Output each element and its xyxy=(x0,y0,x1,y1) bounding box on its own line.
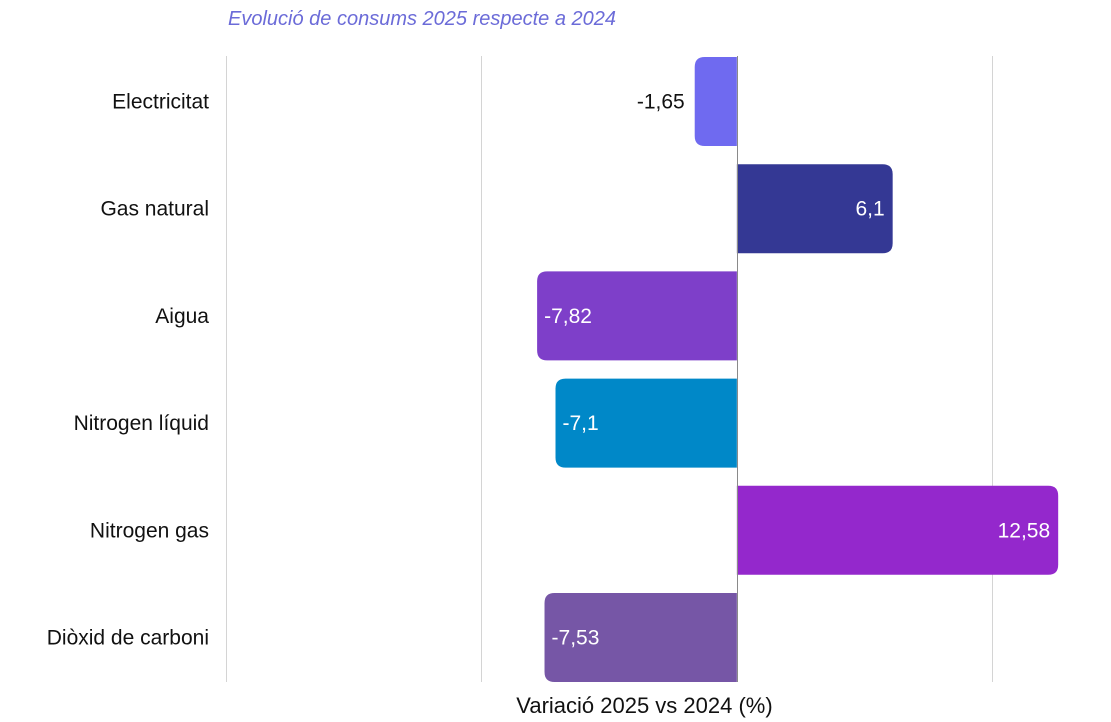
bar xyxy=(694,57,737,146)
bar xyxy=(736,485,1059,575)
bar xyxy=(544,593,737,682)
category-label: Gas natural xyxy=(100,198,209,221)
bar xyxy=(555,378,737,468)
data-label: -1,65 xyxy=(637,91,685,114)
data-label: -7,1 xyxy=(563,412,599,435)
bars xyxy=(537,57,1059,682)
data-label: 12,58 xyxy=(998,519,1051,542)
category-label: Diòxid de carboni xyxy=(47,627,209,650)
gridlines xyxy=(226,56,993,682)
labels: Electricitat -1,65 Gas natural 6,1 Aigua -7,8… xyxy=(47,91,1050,650)
data-label: 6,1 xyxy=(855,198,884,221)
data-label: -7,82 xyxy=(544,305,592,328)
x-axis-label: Variació 2025 vs 2024 (%) xyxy=(516,693,773,718)
bar xyxy=(537,271,737,361)
category-label: Nitrogen líquid xyxy=(74,412,209,435)
bar xyxy=(736,164,893,254)
category-label: Aigua xyxy=(155,305,209,328)
category-label: Electricitat xyxy=(112,91,209,114)
data-label: -7,53 xyxy=(552,627,600,650)
category-label: Nitrogen gas xyxy=(90,519,209,542)
chart-title: Evolució de consums 2025 respecte a 2024 xyxy=(228,8,617,30)
